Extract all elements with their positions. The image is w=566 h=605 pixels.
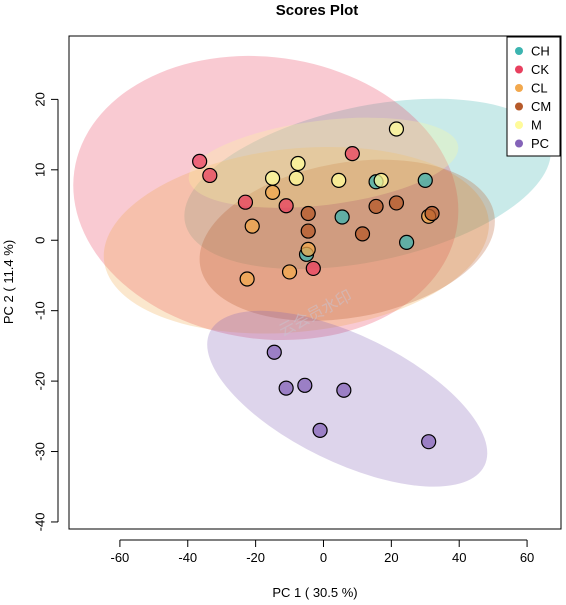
point-cl-4: [300, 241, 316, 257]
y-tick-label: -10: [33, 301, 48, 320]
confidence-ellipses: [73, 55, 551, 487]
legend-label-ck: CK: [531, 62, 549, 77]
legend-swatch-cl: [515, 84, 523, 92]
point-pc-6: [421, 434, 437, 450]
y-tick-label: 10: [33, 163, 48, 177]
legend-swatch-ck: [515, 65, 523, 74]
x-tick-label: 60: [520, 550, 534, 565]
y-tick-label: -40: [33, 513, 48, 532]
point-ch-4: [417, 172, 433, 188]
point-cm-1: [300, 205, 316, 222]
ellipse-ch: [184, 98, 551, 270]
legend-box: [506, 36, 561, 157]
y-tick-label: -20: [33, 372, 48, 391]
legend-swatch-pc: [515, 139, 523, 148]
legend-swatch-m: [515, 121, 523, 129]
x-axis-label: PC 1 ( 30.5 %): [272, 585, 357, 600]
x-tick-label: -20: [246, 550, 265, 565]
y-axis-label: PC 2 ( 11.4 %): [1, 240, 16, 324]
point-m-5: [373, 172, 389, 188]
point-pc-4: [336, 382, 352, 398]
point-ck-2: [202, 167, 218, 184]
legend-label-m: M: [531, 118, 542, 133]
point-cm-3: [354, 226, 371, 242]
point-m-4: [331, 172, 347, 188]
point-ck-1: [192, 153, 208, 169]
y-tick-label: 20: [33, 92, 48, 106]
point-ck-5: [344, 146, 360, 162]
point-ch-1: [334, 209, 350, 225]
x-axis: -60 -40 -20 0 20 40 60: [110, 539, 534, 565]
point-m-6: [388, 121, 405, 137]
point-cl-1: [244, 218, 260, 234]
legend-label-pc: PC: [531, 136, 549, 151]
point-m-2: [288, 170, 304, 186]
x-tick-label: 0: [320, 550, 327, 565]
x-tick-label: 40: [452, 550, 466, 565]
ellipse-cm: [199, 159, 495, 321]
point-cm-2: [300, 223, 316, 239]
point-cm-5: [388, 195, 405, 211]
data-points: [192, 121, 440, 450]
legend-swatch-cm: [515, 102, 523, 111]
chart-title: Scores Plot: [276, 2, 359, 19]
x-tick-label: 20: [384, 550, 398, 565]
legend: CH CK CL CM M PC: [506, 36, 561, 157]
y-tick-label: 0: [33, 237, 48, 244]
y-tick-label: -30: [33, 442, 48, 461]
x-tick-label: -40: [178, 550, 197, 565]
plot-frame: [68, 35, 562, 530]
point-pc-3: [297, 377, 313, 393]
y-axis: -40 -30 -20 -10 0 10 20: [33, 92, 59, 532]
point-pc-1: [266, 344, 282, 360]
point-pc-5: [312, 422, 328, 438]
ellipse-m: [188, 117, 459, 208]
legend-label-cm: CM: [531, 99, 551, 114]
point-m-3: [290, 155, 306, 172]
point-cm-4: [368, 198, 384, 215]
ellipse-ck: [73, 55, 459, 341]
point-ck-3: [237, 194, 254, 210]
point-ck-4: [278, 198, 294, 214]
point-cl-6: [239, 271, 255, 287]
point-pc-2: [278, 380, 294, 396]
point-ch-3: [399, 234, 415, 250]
legend-swatch-ch: [515, 47, 523, 55]
legend-label-ch: CH: [531, 44, 550, 59]
point-cm-6: [424, 205, 440, 222]
point-m-1: [264, 170, 281, 186]
point-cl-3: [281, 264, 298, 280]
point-ck-6: [305, 260, 321, 277]
x-tick-label: -60: [110, 550, 129, 565]
ellipse-cl: [103, 146, 489, 334]
point-cl-2: [264, 184, 281, 200]
legend-label-cl: CL: [531, 81, 548, 96]
